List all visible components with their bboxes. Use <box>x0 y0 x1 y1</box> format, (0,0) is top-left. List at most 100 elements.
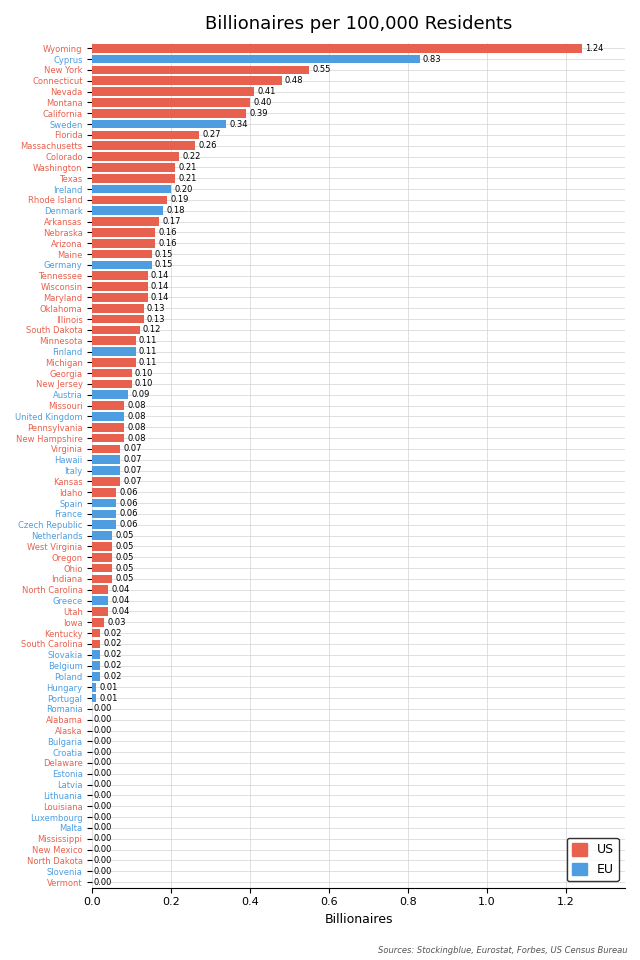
Text: 0.83: 0.83 <box>423 55 442 63</box>
Bar <box>92 477 120 486</box>
Bar <box>92 444 120 453</box>
X-axis label: Billionaires: Billionaires <box>324 913 393 925</box>
Text: 0.06: 0.06 <box>119 488 138 496</box>
Text: 0.07: 0.07 <box>123 477 141 486</box>
Bar <box>92 520 116 529</box>
Bar <box>92 108 246 118</box>
Text: 0.21: 0.21 <box>179 163 196 172</box>
Text: 0.40: 0.40 <box>253 98 272 107</box>
Bar <box>92 607 108 615</box>
Text: 0.13: 0.13 <box>147 315 165 324</box>
Text: 0.05: 0.05 <box>115 531 134 540</box>
Bar <box>92 163 175 172</box>
Text: 0.48: 0.48 <box>285 76 303 85</box>
Bar <box>92 639 100 648</box>
Text: 0.55: 0.55 <box>312 65 331 75</box>
Text: 0.02: 0.02 <box>104 661 122 670</box>
Text: 0.00: 0.00 <box>93 780 112 789</box>
Text: 0.15: 0.15 <box>155 260 173 270</box>
Text: 1.24: 1.24 <box>585 44 603 53</box>
Bar <box>92 304 143 313</box>
Bar <box>92 44 582 53</box>
Text: 0.05: 0.05 <box>115 574 134 584</box>
Bar <box>92 184 172 193</box>
Text: 0.14: 0.14 <box>151 293 169 301</box>
Bar <box>92 586 108 594</box>
Bar <box>92 348 136 356</box>
Text: 0.12: 0.12 <box>143 325 161 334</box>
Bar <box>92 55 420 63</box>
Bar <box>92 618 104 627</box>
Bar <box>92 260 152 269</box>
Bar <box>92 239 156 248</box>
Text: 0.00: 0.00 <box>93 877 112 887</box>
Text: 0.39: 0.39 <box>250 108 268 118</box>
Text: 0.17: 0.17 <box>163 217 181 226</box>
Text: 0.08: 0.08 <box>127 434 145 443</box>
Text: 0.00: 0.00 <box>93 812 112 822</box>
Bar <box>92 369 132 377</box>
Text: 0.05: 0.05 <box>115 564 134 572</box>
Text: 0.06: 0.06 <box>119 510 138 518</box>
Text: 0.07: 0.07 <box>123 444 141 453</box>
Text: 0.10: 0.10 <box>135 369 154 377</box>
Bar <box>92 596 108 605</box>
Bar <box>92 282 148 291</box>
Bar <box>92 672 100 681</box>
Bar <box>92 336 136 345</box>
Bar <box>92 499 116 508</box>
Text: 0.11: 0.11 <box>139 347 157 356</box>
Bar <box>92 531 112 540</box>
Text: 0.03: 0.03 <box>108 617 126 627</box>
Text: 0.02: 0.02 <box>104 639 122 648</box>
Bar <box>92 325 140 334</box>
Text: 0.00: 0.00 <box>93 726 112 735</box>
Bar <box>92 87 254 96</box>
Bar <box>92 510 116 518</box>
Bar <box>92 217 159 226</box>
Text: 0.00: 0.00 <box>93 737 112 746</box>
Text: 0.20: 0.20 <box>175 184 193 194</box>
Text: 0.00: 0.00 <box>93 824 112 832</box>
Text: 0.16: 0.16 <box>159 228 177 237</box>
Text: 0.00: 0.00 <box>93 856 112 865</box>
Bar <box>92 174 175 182</box>
Bar <box>92 391 128 399</box>
Text: Sources: Stockingblue, Eurostat, Forbes, US Census Bureau: Sources: Stockingblue, Eurostat, Forbes,… <box>378 947 627 955</box>
Bar <box>92 65 309 74</box>
Text: 0.00: 0.00 <box>93 802 112 811</box>
Text: 0.04: 0.04 <box>111 607 130 616</box>
Text: 0.14: 0.14 <box>151 282 169 291</box>
Text: 0.00: 0.00 <box>93 769 112 779</box>
Bar <box>92 650 100 659</box>
Text: 0.06: 0.06 <box>119 520 138 529</box>
Text: 0.07: 0.07 <box>123 455 141 465</box>
Text: 0.18: 0.18 <box>166 206 185 215</box>
Bar <box>92 455 120 464</box>
Text: 0.00: 0.00 <box>93 758 112 767</box>
Text: 0.00: 0.00 <box>93 705 112 713</box>
Bar <box>92 412 124 420</box>
Text: 0.00: 0.00 <box>93 867 112 876</box>
Text: 0.00: 0.00 <box>93 834 112 843</box>
Text: 0.02: 0.02 <box>104 672 122 681</box>
Bar <box>92 488 116 496</box>
Bar <box>92 423 124 432</box>
Bar <box>92 629 100 637</box>
Bar <box>92 196 167 204</box>
Text: 0.02: 0.02 <box>104 629 122 637</box>
Bar <box>92 683 96 691</box>
Text: 0.09: 0.09 <box>131 391 149 399</box>
Bar <box>92 293 148 301</box>
Legend: US, EU: US, EU <box>566 838 619 881</box>
Text: 0.41: 0.41 <box>257 87 276 96</box>
Bar <box>92 250 152 258</box>
Bar <box>92 131 199 139</box>
Bar <box>92 153 179 161</box>
Bar <box>92 575 112 584</box>
Text: 0.00: 0.00 <box>93 845 112 854</box>
Bar <box>92 467 120 475</box>
Bar <box>92 315 143 324</box>
Text: 0.34: 0.34 <box>230 120 248 129</box>
Text: 0.04: 0.04 <box>111 586 130 594</box>
